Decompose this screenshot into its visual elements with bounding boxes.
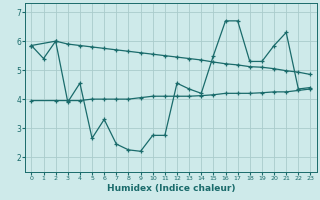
X-axis label: Humidex (Indice chaleur): Humidex (Indice chaleur) (107, 184, 235, 193)
